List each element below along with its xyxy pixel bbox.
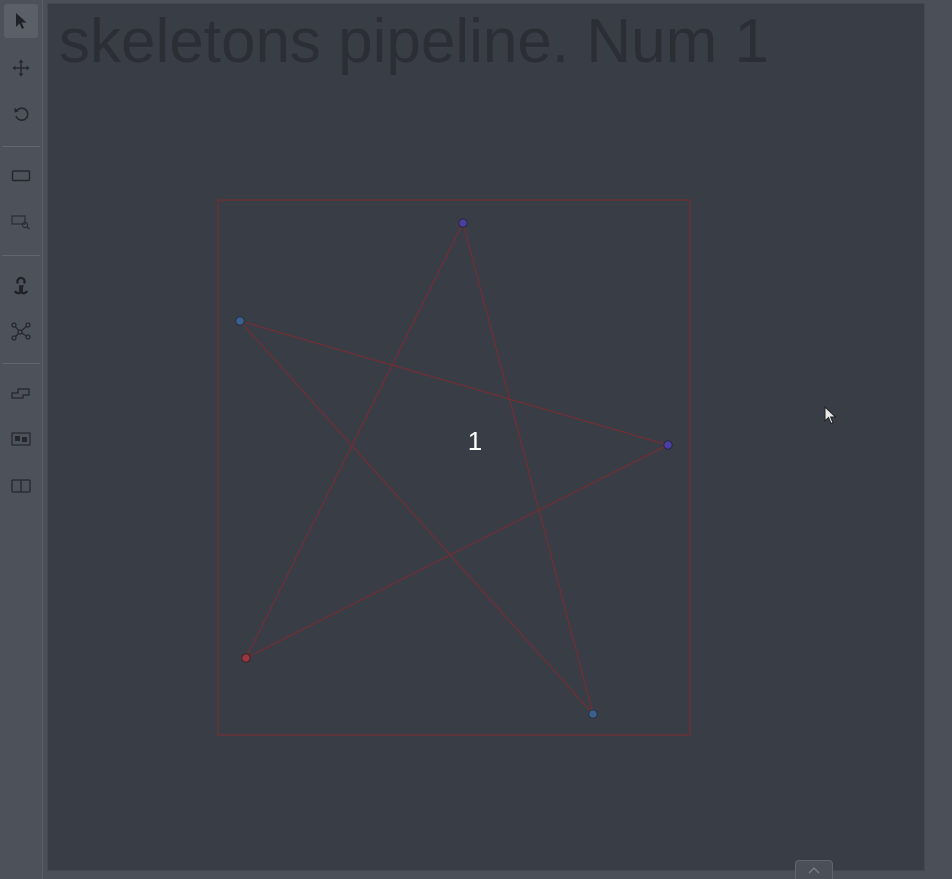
skeleton-edges [239,222,669,715]
move-arrows-icon [12,59,30,77]
skeleton-point[interactable] [663,440,673,450]
zoom-region-button[interactable] [4,205,38,239]
chevron-up-icon [808,867,820,874]
skeleton-point[interactable] [458,218,468,228]
pointer-arrow-icon [16,13,27,29]
toolbar-separator [2,255,40,256]
fit-image-button[interactable] [4,159,38,193]
skeleton-point[interactable] [588,709,598,719]
skeleton-annotation[interactable]: 1 [48,4,924,870]
skeleton-point[interactable] [235,316,245,326]
skeleton-edge[interactable] [239,320,669,446]
merge-shapes-icon [11,388,30,399]
annotation-canvas[interactable]: skeletons pipeline. Num 1 1 [48,4,924,870]
merge-tool-button[interactable] [4,376,38,410]
cursor-tool-button[interactable] [4,4,38,38]
split-tool-button[interactable] [4,469,38,503]
bottom-panel-toggle[interactable] [795,860,833,879]
zoom-region-icon [11,215,30,230]
toolbar-separator [2,146,40,147]
background-image-text: skeletons pipeline. Num 1 [59,7,769,76]
rotate-tool-button[interactable] [4,97,38,131]
skeleton-bounding-box[interactable] [217,199,691,736]
rotate-icon [14,107,29,121]
skeleton-points [235,218,673,719]
split-icon [11,479,31,493]
skeleton-edge[interactable] [245,222,464,659]
fit-image-icon [11,170,31,182]
group-tool-button[interactable] [4,422,38,456]
opencv-icon [13,276,29,295]
skeleton-point[interactable] [241,653,251,663]
move-tool-button[interactable] [4,51,38,85]
opencv-tool-button[interactable] [4,268,38,302]
skeleton-icon [11,322,31,341]
toolbar-separator [2,363,40,364]
skeleton-edge[interactable] [462,222,594,715]
controls-sidebar [0,0,43,879]
draw-skeleton-button[interactable] [4,314,38,348]
skeleton-edge[interactable] [239,320,594,715]
object-id-label: 1 [468,426,482,456]
group-icon [11,432,31,446]
skeleton-edge[interactable] [245,444,669,659]
mouse-cursor-icon [824,405,838,431]
